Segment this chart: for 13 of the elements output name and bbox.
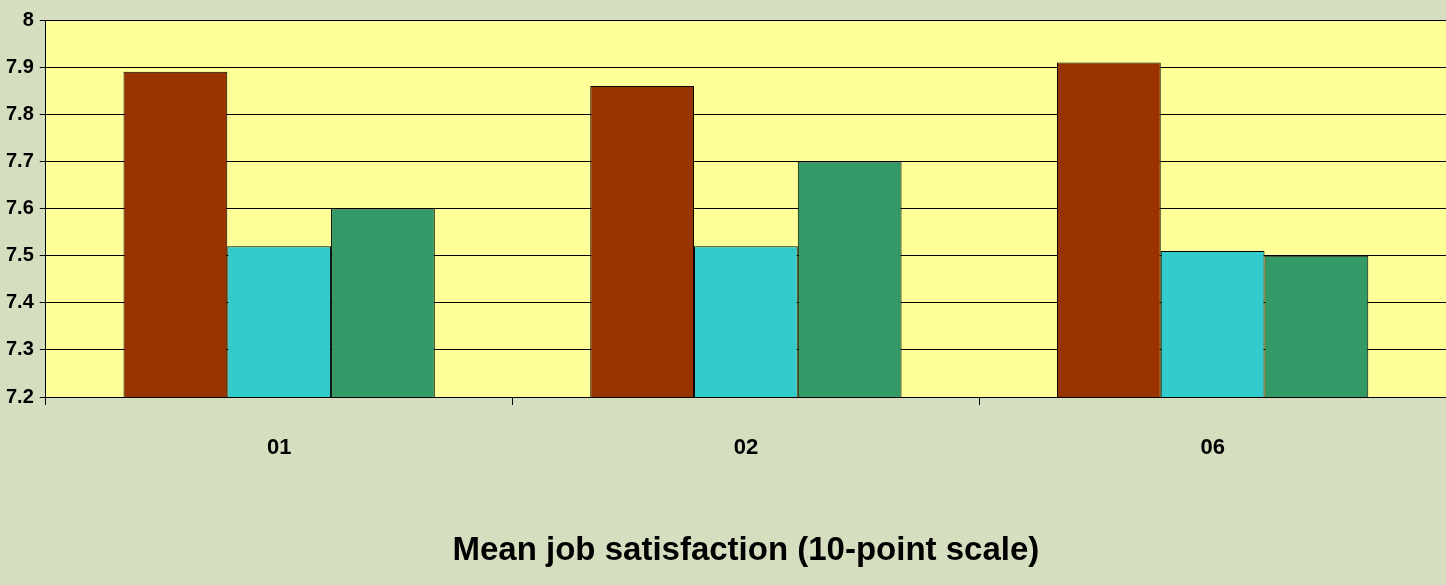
x-tick-label: 01 — [266, 434, 292, 460]
y-tick-label: 7.5 — [5, 243, 34, 266]
x-tick-label: 06 — [1200, 434, 1225, 460]
y-tick-label: 7.4 — [5, 290, 35, 313]
x-axis-title: Mean job satisfaction (10-point scale) — [452, 530, 1040, 568]
y-tick-label: 7.8 — [5, 101, 34, 124]
y-tick-label: 7.6 — [5, 196, 34, 219]
y-tick-label: 8 — [22, 7, 34, 30]
y-tick-label: 7.7 — [5, 148, 34, 171]
y-tick-label: 7.9 — [5, 54, 34, 77]
y-tick-label: 7.3 — [5, 337, 34, 360]
y-tick-label: 7.2 — [5, 384, 34, 407]
x-tick-label: 02 — [733, 434, 759, 460]
